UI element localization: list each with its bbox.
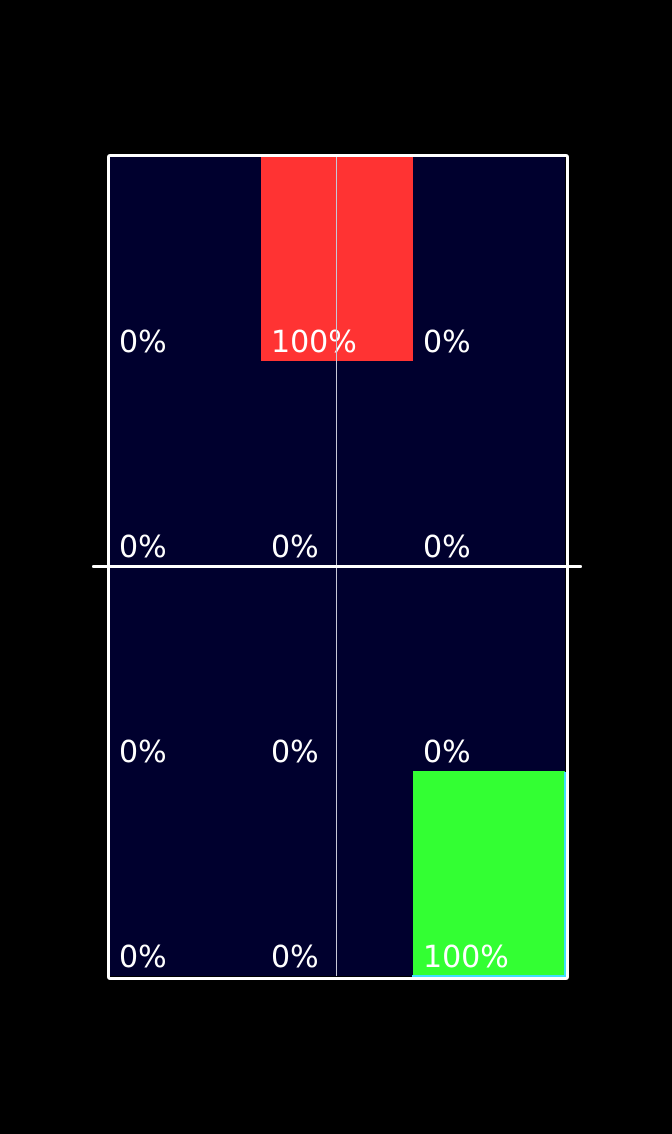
zone-percent-label: 0% bbox=[423, 735, 471, 770]
zone-cell: 0% bbox=[109, 771, 261, 976]
zone-percent-label: 0% bbox=[271, 940, 319, 975]
zone-cell: 0% bbox=[109, 156, 261, 361]
target-zone-edge-bottom bbox=[412, 975, 566, 977]
zone-cell: 0% bbox=[413, 566, 565, 771]
zone-percent-label: 0% bbox=[119, 735, 167, 770]
hot-zone-edge bbox=[260, 155, 412, 157]
zone-cell: 0% bbox=[413, 361, 565, 566]
target-zone-cell: 100% bbox=[413, 771, 565, 976]
zone-cell: 0% bbox=[261, 566, 413, 771]
zone-cell: 0% bbox=[261, 771, 413, 976]
hot-zone-cell: 100% bbox=[261, 156, 413, 361]
zone-percent-label: 0% bbox=[119, 325, 167, 360]
zone-percent-label: 100% bbox=[271, 325, 357, 360]
zone-cell: 0% bbox=[109, 361, 261, 566]
zone-cell: 0% bbox=[413, 156, 565, 361]
zone-cell: 0% bbox=[261, 361, 413, 566]
zone-percent-label: 0% bbox=[271, 735, 319, 770]
zone-percent-label: 0% bbox=[119, 940, 167, 975]
zone-percent-label: 0% bbox=[119, 530, 167, 565]
zone-percent-label: 0% bbox=[423, 325, 471, 360]
zone-percent-label: 0% bbox=[423, 530, 471, 565]
target-zone-edge-right bbox=[564, 772, 566, 976]
net-line bbox=[92, 565, 582, 568]
zone-percent-label: 100% bbox=[423, 940, 509, 975]
zone-percent-label: 0% bbox=[271, 530, 319, 565]
zone-cell: 0% bbox=[109, 566, 261, 771]
